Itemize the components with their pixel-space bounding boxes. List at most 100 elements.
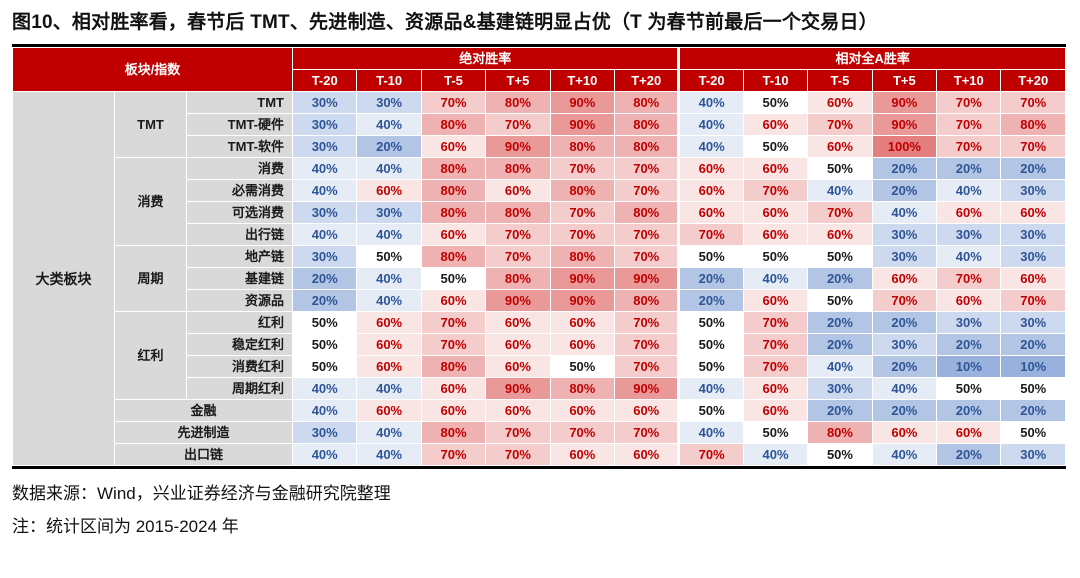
value-cell: 60%	[677, 201, 744, 225]
value-cell: 30%	[936, 223, 1002, 247]
value-cell: 60%	[871, 267, 938, 291]
value-cell: 70%	[742, 311, 809, 335]
value-cell: 20%	[677, 289, 744, 313]
value-cell: 70%	[742, 333, 809, 357]
table-row: 金融 40% 60% 60% 60% 60% 60% 50% 60% 20% 20% 20% 20%	[13, 399, 1066, 423]
value-cell: 60%	[485, 399, 551, 423]
value-cell: 60%	[485, 333, 551, 357]
value-cell: 40%	[871, 377, 938, 401]
value-cell: 60%	[871, 421, 938, 445]
value-cell: 40%	[291, 399, 358, 423]
value-cell: 90%	[485, 377, 551, 401]
value-cell: 60%	[677, 179, 744, 203]
value-cell: 70%	[614, 333, 680, 357]
value-cell: 70%	[614, 355, 680, 379]
value-cell: 60%	[356, 179, 422, 203]
value-cell: 40%	[291, 179, 358, 203]
value-cell: 80%	[485, 91, 551, 115]
value-cell: 60%	[1000, 267, 1066, 291]
value-cell: 70%	[614, 311, 680, 335]
table-row: TMT-硬件 30% 40% 80% 70% 90% 80% 40% 60% 70% 90% 70% 8…	[13, 113, 1066, 137]
row-label: 出口链	[114, 443, 293, 467]
col-header: T-20	[291, 69, 358, 93]
corner-header: 板块/指数	[12, 47, 293, 93]
value-cell: 30%	[291, 135, 358, 159]
table-row: 消费 消费 40% 40% 80% 80% 70% 70% 60% 60% 50% 20% 20% 20%	[13, 157, 1066, 247]
value-cell: 60%	[420, 135, 487, 159]
table-row: 消费红利 50% 60% 80% 60% 50% 70% 50% 70% 40% 20% 10% 10%	[13, 355, 1066, 379]
value-cell: 30%	[356, 201, 422, 225]
value-cell: 50%	[807, 157, 873, 181]
value-cell: 30%	[936, 311, 1002, 335]
value-cell: 90%	[485, 135, 551, 159]
value-cell: 40%	[871, 443, 938, 467]
table-row: 周期红利 40% 40% 60% 90% 80% 90% 40% 60% 30% 40% 50% 50%	[13, 377, 1066, 401]
value-cell: 90%	[614, 377, 680, 401]
value-cell: 90%	[549, 113, 616, 137]
value-cell: 60%	[614, 443, 680, 467]
value-cell: 70%	[936, 135, 1002, 159]
header-row-sections: 板块/指数 绝对胜率 相对全A胜率	[12, 47, 1066, 93]
row-label: 红利	[186, 311, 293, 335]
value-cell: 60%	[420, 223, 487, 247]
value-cell: 30%	[1000, 245, 1066, 269]
value-cell: 30%	[807, 377, 873, 401]
table-body: 大类板块 TMT TMT 30% 30% 70% 80% 90% 80% 40% 50% 60% 90%…	[12, 91, 1066, 467]
value-cell: 20%	[871, 399, 938, 423]
value-cell: 70%	[1000, 91, 1066, 115]
value-cell: 100%	[871, 135, 938, 159]
value-cell: 20%	[871, 311, 938, 335]
value-cell: 60%	[420, 289, 487, 313]
value-cell: 60%	[485, 311, 551, 335]
value-cell: 40%	[356, 421, 422, 445]
value-cell: 40%	[677, 91, 744, 115]
value-cell: 60%	[936, 289, 1002, 313]
value-cell: 60%	[742, 113, 809, 137]
value-cell: 60%	[742, 289, 809, 313]
table-wrap: 板块/指数 绝对胜率 相对全A胜率 T-20 T-10 T-5 T+5 T+10 T+20 T-2…	[12, 44, 1066, 470]
value-cell: 90%	[549, 289, 616, 313]
value-cell: 40%	[677, 135, 744, 159]
value-cell: 80%	[485, 201, 551, 225]
table-row: 周期 地产链 30% 50% 80% 70% 80% 70% 50% 50% 50% 30% 40% 30…	[13, 245, 1066, 313]
value-cell: 50%	[420, 267, 487, 291]
table-row: 必需消费 40% 60% 80% 60% 80% 70% 60% 70% 40% 20% 40% 30%	[13, 179, 1066, 203]
value-cell: 60%	[549, 399, 616, 423]
value-cell: 20%	[936, 333, 1002, 357]
row-label: TMT-软件	[186, 135, 293, 159]
value-cell: 80%	[420, 113, 487, 137]
value-cell: 50%	[291, 311, 358, 335]
value-cell: 60%	[742, 399, 809, 423]
value-cell: 80%	[420, 355, 487, 379]
value-cell: 50%	[291, 333, 358, 357]
section-header: 绝对胜率	[291, 47, 680, 71]
table-header: 板块/指数 绝对胜率 相对全A胜率 T-20 T-10 T-5 T+5 T+10 T+20 T-2…	[12, 47, 1066, 93]
value-cell: 70%	[1000, 289, 1066, 313]
row-label: 基建链	[186, 267, 293, 291]
value-cell: 50%	[356, 245, 422, 269]
col-header: T-10	[356, 69, 422, 93]
value-cell: 60%	[742, 223, 809, 247]
value-cell: 60%	[742, 157, 809, 181]
data-source: 数据来源：Wind，兴业证券经济与金融研究院整理	[12, 484, 391, 504]
value-cell: 40%	[677, 113, 744, 137]
value-cell: 60%	[742, 201, 809, 225]
col-header: T+5	[485, 69, 551, 93]
value-cell: 30%	[291, 421, 358, 445]
section-header: 相对全A胜率	[677, 47, 1066, 71]
value-cell: 50%	[742, 421, 809, 445]
value-cell: 70%	[614, 223, 680, 247]
value-cell: 50%	[807, 289, 873, 313]
value-cell: 20%	[291, 289, 358, 313]
col-header: T+10	[549, 69, 616, 93]
value-cell: 20%	[936, 443, 1002, 467]
value-cell: 70%	[420, 91, 487, 115]
value-cell: 40%	[677, 377, 744, 401]
value-cell: 70%	[485, 245, 551, 269]
value-cell: 20%	[1000, 157, 1066, 181]
group-label: 消费	[114, 157, 187, 247]
table-row: 大类板块 TMT TMT 30% 30% 70% 80% 90% 80% 40% 50% 60% 90%…	[12, 91, 1066, 467]
value-cell: 40%	[356, 289, 422, 313]
value-cell: 40%	[742, 443, 809, 467]
value-cell: 60%	[936, 421, 1002, 445]
